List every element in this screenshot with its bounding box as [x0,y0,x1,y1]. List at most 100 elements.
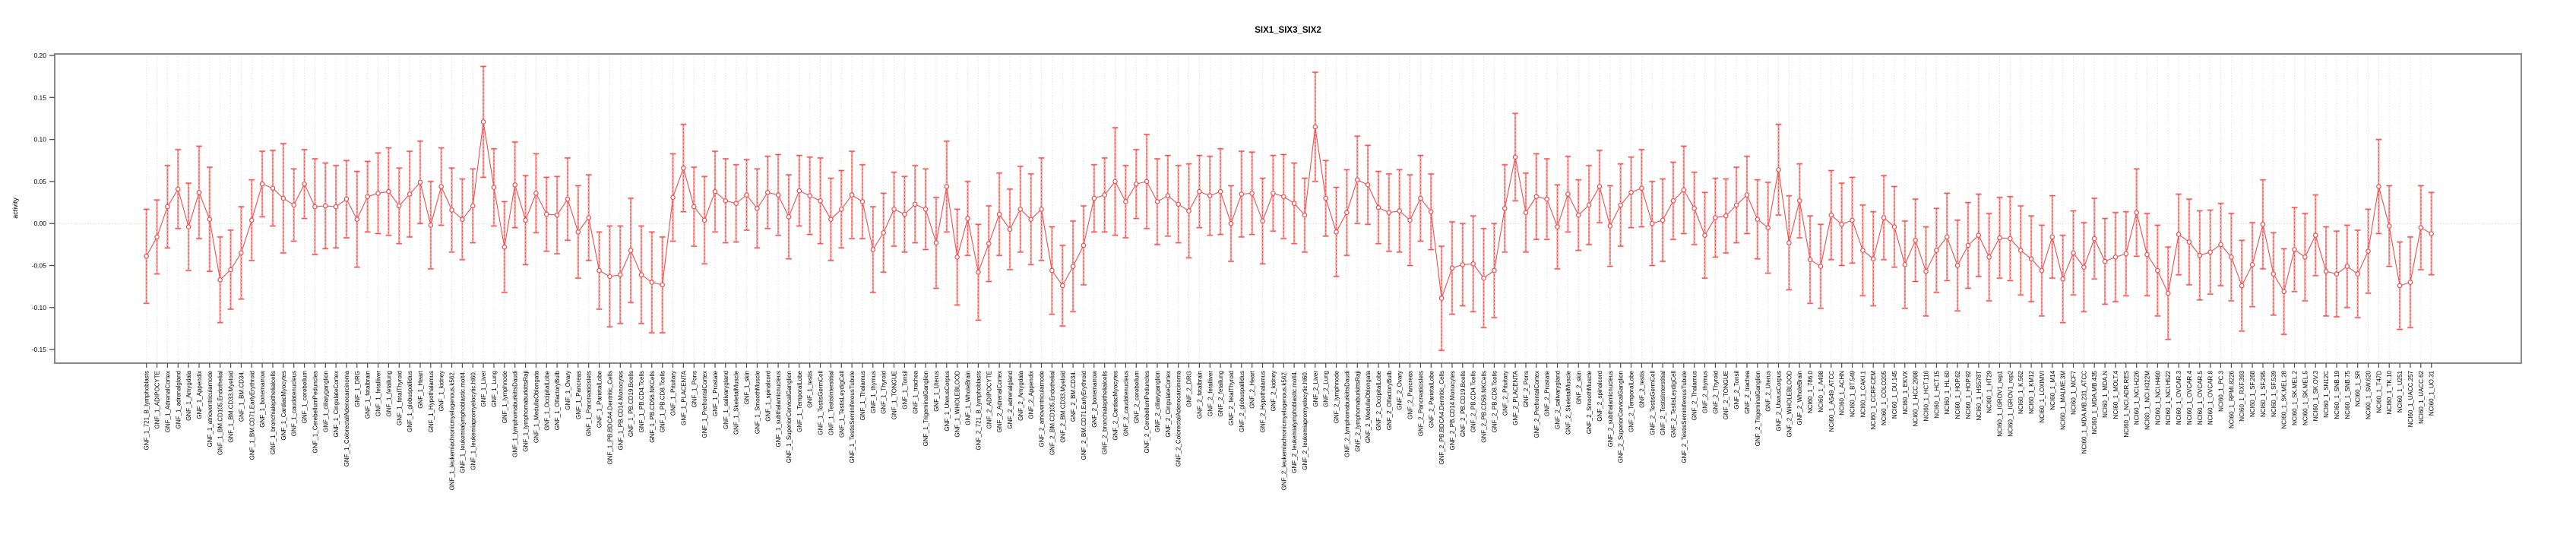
x-category-label: GNF_1_cerebellum [302,371,309,424]
x-category-label: GNF_1_fetalThyroid [396,371,403,425]
x-category-label: GNF_1_Heart [417,370,424,409]
data-point [1481,275,1486,281]
x-category-label: GNF_2_PB.CD14.Monocytes [1449,371,1456,451]
data-point [1976,232,1982,239]
x-category-label: GNF_1_Thyroid [881,371,888,414]
x-category-label: GNF_1_leukemiachronicmyelogenous.k562. [449,371,456,490]
plot-box [54,53,2522,364]
data-point [1312,124,1318,130]
data-point [1691,205,1697,211]
data-point [807,193,812,199]
data-point [1007,226,1013,232]
data-point [2407,280,2413,285]
data-point [1902,262,1908,267]
data-point [597,267,602,274]
x-category-label: GNF_2_leukemiachronicmyelogenous.k562. [1280,371,1287,490]
x-category-label: GNF_1_PB.CD19.Bcells [628,371,635,437]
x-category-label: GNF_1_PB.CD8.Tcells [660,371,666,432]
y-tick-label: 0.00 [33,220,46,227]
x-category-label: GNF_1_Amygdala [185,370,192,420]
x-category-label: NCI60_1_OVCAR.5 [2197,370,2204,425]
data-point [986,241,992,247]
x-category-label: GNF_1_ADIPOCYTE [154,371,161,428]
x-category-label: GNF_1_SkeletalMuscle [733,370,740,435]
data-point [1639,185,1644,191]
x-category-label: NCI60_1_HCT.15 [1933,370,1940,418]
x-category-label: GNF_2_TrigeminalGanglion [1755,371,1761,446]
data-point [2039,267,2045,274]
data-point [638,272,644,278]
x-category-label: NCI60_1_HCC.2998 [1913,370,1919,426]
data-point [417,179,423,185]
x-category-label: NCI60_1_MCF7 [2071,370,2078,414]
data-point [1965,242,1971,248]
x-category-label: GNF_1_721_B_lymphoblasts [144,371,150,451]
x-category-label: NCI60_1_OVCAR.4 [2186,370,2193,425]
x-category-label: GNF_1_spinalcord [764,371,771,422]
x-category-label: GNF_1_ColorectalAdenocarcinoma [343,370,350,466]
data-point [2091,236,2097,242]
data-point [2229,255,2234,260]
data-point [586,215,591,220]
data-point [1807,257,1813,263]
x-category-label: GNF_2_TestisInterstitial [1660,371,1666,435]
x-category-label: GNF_2_fetalThyroid [1228,371,1235,425]
x-category-label: NCI60_1_HCT.116 [1923,370,1930,421]
data-point [480,119,486,125]
data-point [375,191,381,196]
data-point [1197,188,1202,194]
data-point [1860,248,1866,253]
data-point [944,184,950,189]
data-point [502,244,508,250]
x-category-label: GNF_2_Prostate [1544,370,1551,416]
data-point [575,229,581,235]
x-category-label: GNF_2_CardiacMyocytes [1112,371,1119,441]
x-category-label: GNF_1_kidney [438,371,445,411]
x-category-label: NCI60_1_A549_ATCC [1828,371,1835,432]
data-point [1954,263,1960,268]
data-point [386,188,391,194]
x-category-label: GNF_1_TestisSeminiferousTubule [849,370,856,463]
x-category-label: GNF_1_TrigeminalGanglion [922,371,929,446]
x-category-label: GNF_2_WHOLEBLOOD [1786,371,1793,438]
x-category-label: GNF_1_fetalbrain [365,371,372,419]
x-category-label: GNF_1_Liver [480,371,487,407]
x-category-label: GNF_2_spinalcord [1597,371,1603,422]
data-point [2292,247,2297,252]
x-category-label: GNF_1_bonemarrow [259,371,266,428]
x-category-label: NCI60_1_MDA.MB.231_ATCC [2081,371,2087,454]
data-point [607,274,612,280]
data-point [965,216,970,221]
data-point [365,194,370,200]
x-category-label: GNF_2_Heart [1249,370,1256,409]
data-point [1944,234,1950,240]
data-point [1334,229,1339,235]
x-category-label: GNF_2_lymphomaburkittsRaji [1354,371,1361,452]
data-point [1923,268,1929,274]
x-category-label: GNF_2_ciliaryganglion [1154,371,1161,432]
data-point [259,181,265,187]
x-category-label: NCI60_1_M14 [2049,370,2056,409]
data-point [1059,283,1065,289]
data-point [1271,191,1276,196]
x-category-label: GNF_2_kidney [1270,371,1277,411]
data-point [1397,208,1402,213]
x-category-label: GNF_1_TestisGermCell [818,371,824,435]
data-point [2323,268,2329,274]
data-point [1492,267,1497,274]
data-point [1934,248,1939,253]
data-point [1144,179,1150,185]
x-category-label: NCI60_1_HOP.62 [1954,370,1961,419]
data-point [1607,223,1613,229]
x-category-label: GNF_2_fetallung [1217,371,1224,416]
x-category-label: NCI60_1_OVCAR.8 [2207,370,2214,425]
x-category-label: NCI60_1_SN12C [2323,371,2330,418]
x-category-label: GNF_2_Pituitary [1502,371,1508,416]
x-category-label: NCI60_1_NCI.ADR.RES [2123,371,2130,438]
data-point [922,207,929,212]
data-point [1502,205,1508,211]
x-category-label: GNF_2_PB.CD4.Tcells [1470,371,1477,432]
data-point [491,185,497,190]
x-category-label: GNF_2_Pancreaticislets [1417,371,1424,436]
data-point [175,186,181,192]
